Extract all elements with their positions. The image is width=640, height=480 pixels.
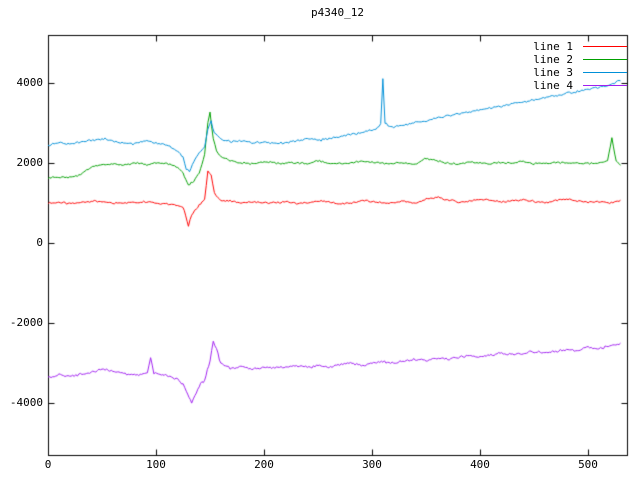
- y-tick-label: 0: [36, 236, 43, 249]
- y-tick-label: 4000: [16, 76, 44, 89]
- x-tick-label: 0: [44, 458, 52, 471]
- x-tick-label: 500: [578, 458, 598, 471]
- legend-label: line 2: [533, 53, 573, 66]
- legend-line-sample: [583, 85, 627, 86]
- x-tick-label: 100: [146, 458, 166, 471]
- x-tick-label: 400: [470, 458, 490, 471]
- legend-line-sample: [583, 72, 627, 73]
- legend-entry: line 4: [533, 79, 627, 92]
- x-tick-label: 200: [254, 458, 274, 471]
- legend-entry: line 2: [533, 53, 627, 66]
- y-tick-label: 2000: [16, 156, 44, 169]
- y-tick-label: -2000: [9, 316, 43, 329]
- legend-label: line 4: [533, 79, 573, 92]
- legend-label: line 1: [533, 40, 573, 53]
- legend-line-sample: [583, 46, 627, 47]
- legend-entry: line 1: [533, 40, 627, 53]
- x-tick-label: 300: [362, 458, 382, 471]
- legend-label: line 3: [533, 66, 573, 79]
- chart-title: p4340_12: [311, 6, 364, 19]
- legend-entry: line 3: [533, 66, 627, 79]
- legend-line-sample: [583, 59, 627, 60]
- legend: line 1 line 2 line 3 line 4: [533, 40, 627, 92]
- y-tick-label: -4000: [9, 396, 43, 409]
